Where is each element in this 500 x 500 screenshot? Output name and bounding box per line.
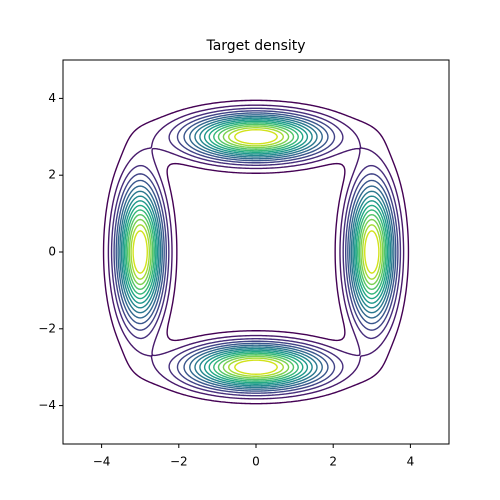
contour-line (123, 120, 389, 384)
contour-line (115, 112, 397, 392)
contour-line (125, 122, 387, 382)
x-tick-label: −2 (170, 455, 188, 469)
x-tick-label: 0 (252, 455, 260, 469)
contour-line (128, 125, 384, 379)
contour-line (132, 129, 380, 375)
contour-line (107, 104, 405, 400)
x-tick-label: 4 (407, 455, 415, 469)
chart-title: Target density (205, 38, 305, 54)
y-tick-label: 4 (48, 91, 56, 105)
y-tick-label: −2 (38, 321, 56, 335)
contour-line (119, 115, 393, 389)
contour-line (120, 117, 392, 387)
plot-area (102, 99, 410, 405)
y-tick-label: 2 (48, 168, 56, 182)
y-tick-label: 0 (48, 245, 56, 259)
contour-line (102, 99, 410, 405)
x-tick-label: −4 (93, 455, 111, 469)
contour-line (122, 119, 390, 385)
contour-line (130, 127, 382, 377)
contour-line (117, 114, 395, 390)
contour-line (110, 107, 402, 397)
contour-line (126, 123, 386, 381)
y-tick-label: −4 (38, 398, 56, 412)
contour-line (113, 110, 399, 394)
x-tick-label: 2 (329, 455, 337, 469)
